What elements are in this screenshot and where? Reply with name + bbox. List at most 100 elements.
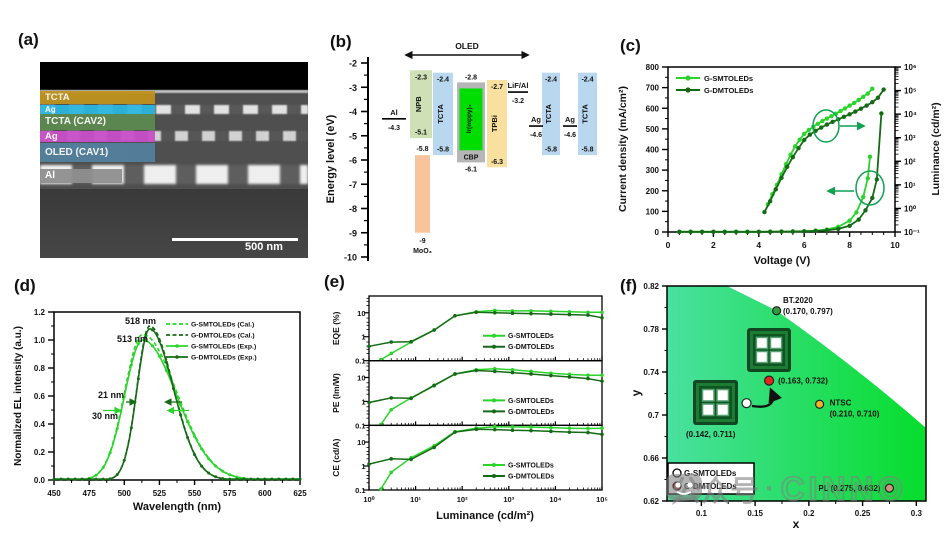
f-ylabel: y	[630, 389, 643, 396]
svg-text:0.62: 0.62	[643, 497, 659, 506]
svg-text:G-SMTOLEDs (Exp.): G-SMTOLEDs (Exp.)	[191, 344, 256, 351]
svg-text:0.1: 0.1	[355, 357, 365, 366]
svg-text:Ag: Ag	[531, 115, 541, 124]
tem-surface-streak	[40, 90, 308, 93]
svg-text:0.8: 0.8	[34, 364, 46, 373]
svg-text:0.1: 0.1	[696, 509, 708, 518]
svg-text:MoO₃: MoO₃	[413, 248, 432, 255]
svg-text:G-SMTOLEDs: G-SMTOLEDs	[508, 398, 554, 405]
svg-text:-2.4: -2.4	[437, 77, 449, 84]
svg-text:-9: -9	[349, 228, 357, 238]
f-gamut-region	[667, 286, 926, 501]
f-point-G-SMTOLEDs	[741, 398, 752, 409]
svg-text:G-DMTOLEDs: G-DMTOLEDs	[704, 86, 753, 95]
b-bar-Irmppy3	[459, 88, 483, 151]
svg-text:-4.3: -4.3	[388, 125, 400, 132]
svg-text:600: 600	[258, 489, 272, 498]
svg-text:-4: -4	[349, 107, 357, 117]
panel-b-label: (b)	[330, 32, 352, 51]
c-series-right	[763, 89, 885, 213]
tem-layer-label-5: Al	[40, 169, 122, 183]
svg-text:OLED: OLED	[455, 41, 479, 51]
svg-text:200: 200	[646, 187, 660, 196]
svg-text:475: 475	[82, 489, 96, 498]
svg-text:G-DMTOLEDs: G-DMTOLEDs	[508, 474, 554, 481]
svg-text:10: 10	[357, 309, 365, 318]
svg-text:400: 400	[646, 146, 660, 155]
svg-text:300: 300	[646, 166, 660, 175]
svg-text:-3.2: -3.2	[512, 98, 524, 105]
svg-text:-2.4: -2.4	[545, 77, 557, 84]
svg-text:G-SMTOLEDs: G-SMTOLEDs	[508, 333, 554, 340]
tem-layer-label-0: TCTA	[40, 91, 155, 104]
svg-text:10⁰: 10⁰	[904, 204, 917, 213]
svg-text:G-SMTOLEDs (Cal.): G-SMTOLEDs (Cal.)	[191, 322, 254, 329]
svg-text:0.2: 0.2	[34, 448, 46, 457]
panel-d-label: (d)	[14, 276, 36, 295]
svg-text:1.0: 1.0	[34, 336, 46, 345]
svg-text:TCTA: TCTA	[581, 104, 590, 124]
svg-text:G-SMTOLEDs: G-SMTOLEDs	[704, 74, 753, 83]
svg-text:(0.170, 0.797): (0.170, 0.797)	[783, 307, 833, 316]
svg-text:1: 1	[361, 462, 365, 471]
tem-layer-label-2: TCTA (CAV2)	[40, 114, 155, 130]
svg-text:0.82: 0.82	[643, 282, 659, 291]
panel-e-label: (e)	[324, 272, 345, 291]
c-ylabel-right: Luminance (cd/m²)	[930, 102, 942, 195]
b-ylabel: Energy level (eV)	[325, 114, 337, 203]
e-ylabel-1: PE (lm/W)	[331, 373, 341, 413]
svg-text:G-DMTOLEDs: G-DMTOLEDs	[684, 482, 737, 491]
svg-text:-2.4: -2.4	[581, 77, 593, 84]
svg-text:(0.142, 0.711): (0.142, 0.711)	[686, 430, 736, 439]
svg-text:518 nm: 518 nm	[125, 316, 156, 326]
b-bar-NPB	[410, 70, 432, 139]
svg-text:0.3: 0.3	[911, 509, 923, 518]
svg-text:-2.8: -2.8	[465, 74, 477, 81]
panel-a-label: (a)	[18, 30, 39, 49]
svg-text:30 nm: 30 nm	[92, 411, 118, 421]
panel-c-jvl-chart: 0 2 4 6 8 10010020030040050060070080010⁻¹10⁰1…	[617, 63, 942, 267]
svg-text:1: 1	[361, 397, 365, 406]
svg-text:-3: -3	[349, 83, 357, 93]
svg-text:10⁰: 10⁰	[363, 495, 375, 504]
tem-ag-grain-band-2	[40, 131, 308, 141]
f-point-PL	[884, 483, 895, 493]
svg-text:-7: -7	[349, 180, 357, 190]
svg-text:625: 625	[293, 489, 307, 498]
f-xlabel: x	[793, 517, 800, 531]
svg-text:550: 550	[188, 489, 202, 498]
svg-text:500: 500	[646, 125, 660, 134]
svg-text:TCTA: TCTA	[436, 104, 445, 124]
panel-f-cie-chart: 0.1 0.15 0.2 0.25 0.3 0.62 0.66 0.7 0.74 0.78 0.82…	[630, 282, 927, 531]
b-bar-TCTA	[433, 72, 453, 156]
svg-text:Ir(mppy)₃: Ir(mppy)₃	[466, 104, 473, 133]
f-shift-arrow	[751, 387, 782, 408]
c-luminance-circle	[812, 109, 840, 143]
svg-text:-6.3: -6.3	[491, 159, 503, 166]
c-xlabel: Voltage (V)	[754, 255, 811, 267]
svg-text:4: 4	[756, 240, 761, 250]
svg-text:100: 100	[646, 207, 660, 216]
svg-text:-4.6: -4.6	[564, 132, 576, 139]
svg-text:10²: 10²	[457, 495, 468, 504]
c-series-left	[679, 156, 871, 233]
svg-text:0.66: 0.66	[643, 454, 659, 463]
svg-text:10⁵: 10⁵	[596, 495, 608, 504]
svg-text:-2.7: -2.7	[491, 84, 503, 91]
svg-text:0.4: 0.4	[34, 420, 46, 429]
panel-f-label: (f)	[620, 276, 637, 295]
svg-text:0.1: 0.1	[355, 421, 365, 430]
e-ylabel-2: CE (cd/A)	[331, 438, 341, 476]
d-xlabel: Wavelength (nm)	[133, 501, 222, 513]
svg-text:500: 500	[118, 489, 132, 498]
svg-text:LiF/Al: LiF/Al	[508, 81, 529, 90]
svg-text:0.6: 0.6	[34, 392, 46, 401]
svg-text:10: 10	[357, 438, 365, 447]
svg-text:-10: -10	[344, 253, 357, 263]
svg-text:21 nm: 21 nm	[98, 390, 124, 400]
svg-text:0: 0	[655, 228, 660, 237]
b-bar-MoO3	[415, 155, 430, 233]
svg-text:NPB: NPB	[414, 96, 423, 112]
svg-text:TPBi: TPBi	[490, 115, 499, 132]
